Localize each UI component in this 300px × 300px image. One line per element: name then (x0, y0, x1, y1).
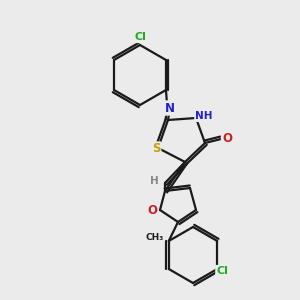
Text: Cl: Cl (216, 266, 228, 276)
Text: O: O (222, 133, 232, 146)
Text: CH₃: CH₃ (146, 232, 164, 242)
Text: N: N (165, 101, 175, 115)
Text: O: O (147, 203, 157, 217)
Text: S: S (152, 142, 160, 155)
Text: Cl: Cl (134, 32, 146, 42)
Text: NH: NH (195, 111, 213, 121)
Text: H: H (150, 176, 158, 186)
